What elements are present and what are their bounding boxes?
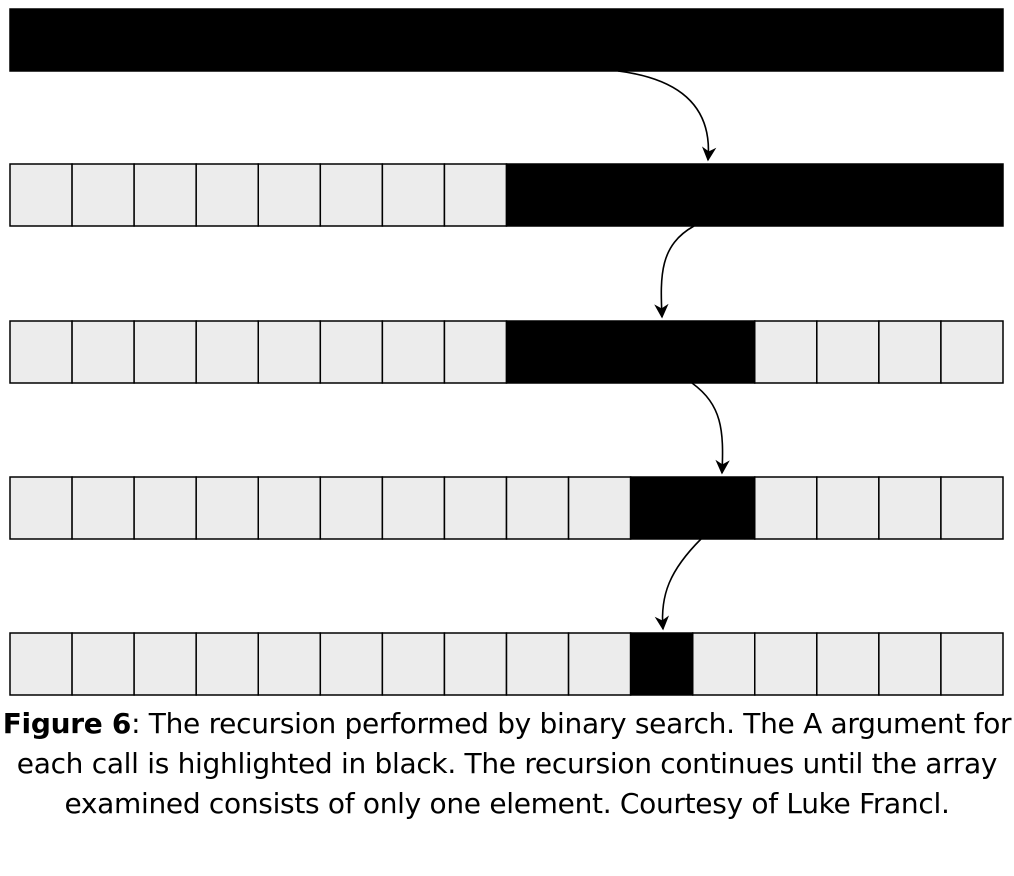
array-cell	[195, 632, 259, 696]
array-cell	[257, 163, 322, 227]
array-cell	[443, 632, 508, 696]
recursion-arrow-4	[654, 538, 702, 631]
array-cell	[9, 320, 73, 384]
array-cell	[754, 632, 818, 696]
array-cell	[691, 632, 756, 696]
array-cell	[940, 632, 1004, 696]
array-row-1	[9, 8, 1004, 72]
array-cell	[71, 476, 135, 540]
binary-search-recursion-diagram	[9, 8, 1004, 696]
array-row-4	[9, 476, 1004, 540]
array-cell	[505, 476, 570, 540]
array-row-3	[9, 320, 1004, 384]
array-cell	[195, 163, 259, 227]
array-cell	[319, 163, 384, 227]
array-row-2	[9, 163, 1004, 227]
figure-label: Figure 6	[2, 707, 132, 740]
array-cell	[133, 320, 197, 384]
array-cell	[443, 476, 508, 540]
array-cell	[133, 476, 197, 540]
array-cell	[505, 632, 570, 696]
array-cell	[940, 320, 1004, 384]
array-cell	[381, 163, 446, 227]
highlighted-subarray	[505, 320, 756, 384]
array-cell	[71, 163, 135, 227]
array-cell	[878, 476, 942, 540]
array-cell	[71, 320, 135, 384]
array-cell	[133, 632, 197, 696]
array-cell	[381, 632, 446, 696]
array-cell	[940, 476, 1004, 540]
array-cell	[257, 632, 322, 696]
array-cell	[816, 476, 880, 540]
highlighted-subarray	[629, 632, 694, 696]
array-cell	[195, 320, 259, 384]
array-cell	[71, 632, 135, 696]
array-cell	[754, 320, 818, 384]
array-cell	[381, 476, 446, 540]
array-cell	[257, 476, 322, 540]
array-cell	[754, 476, 818, 540]
array-cell	[133, 163, 197, 227]
array-cell	[257, 320, 322, 384]
recursion-arrow-3	[691, 382, 730, 475]
highlighted-subarray	[629, 476, 756, 540]
array-cell	[816, 320, 880, 384]
array-cell	[878, 320, 942, 384]
array-cell	[9, 163, 73, 227]
highlighted-subarray	[9, 8, 1004, 72]
array-cell	[878, 632, 942, 696]
array-cell	[567, 632, 632, 696]
recursion-arrow-2	[654, 225, 695, 319]
array-cell	[195, 476, 259, 540]
figure-caption: Figure 6: The recursion performed by bin…	[0, 704, 1014, 824]
array-cell	[319, 476, 384, 540]
array-cell	[9, 632, 73, 696]
array-cell	[443, 320, 508, 384]
array-row-5	[9, 632, 1004, 696]
array-cell	[9, 476, 73, 540]
array-cell	[567, 476, 632, 540]
array-cell	[381, 320, 446, 384]
highlighted-subarray	[505, 163, 1004, 227]
array-cell	[816, 632, 880, 696]
array-cell	[319, 320, 384, 384]
array-cell	[319, 632, 384, 696]
caption-text: : The recursion performed by binary sear…	[16, 707, 1012, 820]
recursion-arrow-1	[617, 70, 717, 162]
array-cell	[443, 163, 508, 227]
